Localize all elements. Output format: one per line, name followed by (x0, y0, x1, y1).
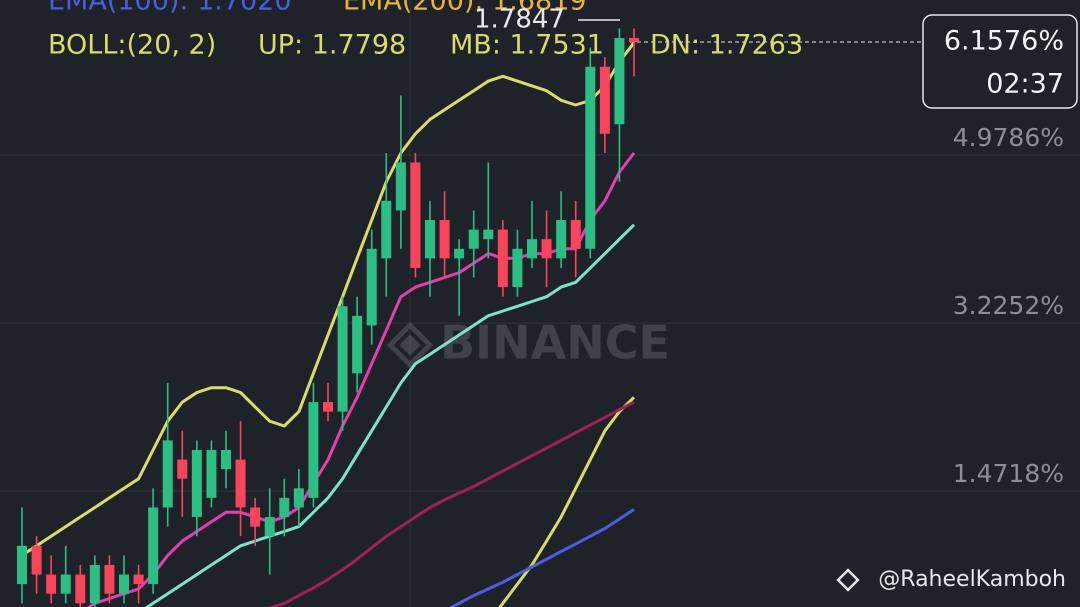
candle-body (352, 315, 363, 374)
watermark-logo (386, 321, 434, 369)
candle-body (221, 449, 231, 470)
indicator-line (498, 396, 636, 607)
candle-body (483, 229, 494, 240)
candle-body (599, 66, 610, 134)
candle-body (264, 517, 275, 537)
candle-body (177, 459, 188, 479)
candle-body (614, 37, 625, 125)
candle-body (570, 220, 581, 249)
candle-body (133, 574, 144, 585)
candle-body (162, 440, 173, 508)
candle-body (46, 574, 57, 594)
boll-label: BOLL:(20, 2) (48, 30, 216, 61)
boll-dn: DN: 1.7263 (650, 30, 803, 61)
candle-body (60, 574, 71, 594)
candle-body (206, 449, 217, 498)
candle-body (17, 545, 27, 585)
y-tick-label: 3.2252% (953, 291, 1064, 320)
ema200-label: EMA(200): 1.6819 (343, 0, 587, 17)
candle-body (293, 488, 304, 508)
candle-body (308, 402, 319, 498)
candle-body (235, 459, 246, 508)
ema100-label: EMA(100): 1.7020 (48, 0, 292, 17)
candle-body (395, 162, 406, 211)
boll-mb: MB: 1.7531 (450, 30, 604, 61)
candle-body (454, 248, 465, 259)
candle-body (250, 507, 261, 527)
candle-body (337, 306, 348, 412)
indicator-line (21, 41, 636, 557)
high-label: 1.7847 (474, 5, 565, 35)
price-tag-countdown: 02:37 (986, 69, 1064, 100)
candle-body (75, 574, 86, 604)
candle-body (629, 37, 639, 43)
credit: @RaheelKamboh (878, 567, 1066, 592)
candle-body (512, 248, 523, 288)
candle-body (439, 220, 450, 259)
candle-body (148, 507, 159, 585)
plot: 4.9786% 3.2252% 1.4718% (0, 28, 1080, 607)
candle-body (410, 162, 421, 268)
indicator-line (268, 400, 635, 607)
indicator-line (144, 223, 636, 607)
watermark: BINANCE (386, 316, 670, 370)
watermark-text: BINANCE (440, 316, 670, 370)
candle-body (366, 248, 377, 326)
candle-body (104, 564, 115, 594)
price-tag (922, 14, 1078, 109)
y-tick-label: 1.4718% (953, 459, 1064, 488)
candle-body (381, 200, 392, 259)
candle-body (468, 229, 479, 249)
candle-body (585, 66, 596, 249)
candle-body (89, 564, 100, 604)
candle-body (323, 402, 333, 412)
boll-up: UP: 1.7798 (258, 30, 406, 61)
price-tag-value: 6.1576% (944, 26, 1064, 57)
candle-body (279, 497, 290, 518)
credit-logo (836, 568, 860, 592)
candle-body (556, 220, 567, 259)
candle-body (191, 449, 202, 518)
indicator-line (448, 508, 635, 607)
candle-body (497, 229, 508, 288)
candle-body (31, 545, 42, 575)
candle-body (425, 220, 435, 259)
y-tick-label: 4.9786% (953, 123, 1064, 152)
candle-body (541, 239, 552, 259)
candle-body (119, 574, 129, 594)
candle-body (527, 239, 537, 259)
